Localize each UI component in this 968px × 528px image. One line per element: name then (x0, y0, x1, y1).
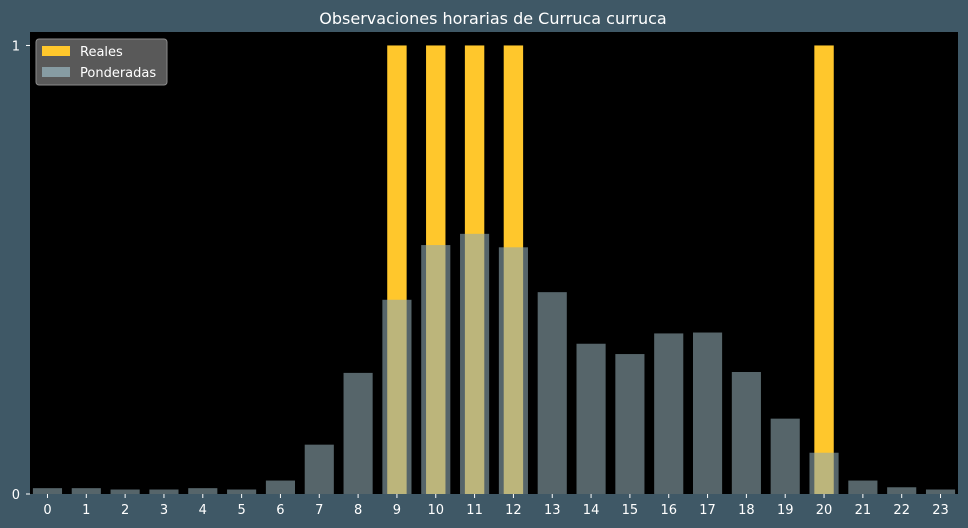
bar-ponderadas-3 (149, 489, 179, 494)
legend-swatch-ponderadas (42, 67, 70, 77)
bar-ponderadas-7 (304, 444, 334, 494)
bar-ponderadas-0 (32, 488, 63, 494)
plot-area (30, 32, 958, 494)
chart-title: Observaciones horarias de Curruca curruc… (319, 9, 666, 28)
x-tick-label-10: 10 (427, 503, 444, 518)
bar-ponderadas-19 (770, 418, 800, 494)
legend: Reales Ponderadas (35, 38, 168, 86)
bar-ponderadas-1 (71, 488, 101, 494)
bar-ponderadas-9 (382, 299, 412, 494)
bar-ponderadas-11 (460, 233, 490, 494)
x-tick-label-22: 22 (893, 503, 910, 518)
series-ponderadas (32, 233, 956, 494)
bar-ponderadas-21 (848, 480, 878, 494)
y-tick-label-0: 0 (12, 488, 20, 503)
x-tick-label-14: 14 (583, 503, 600, 518)
x-tick-label-21: 21 (855, 503, 872, 518)
bar-ponderadas-16 (654, 333, 684, 494)
bar-ponderadas-10 (421, 245, 451, 494)
x-tick-label-15: 15 (622, 503, 639, 518)
x-tick-label-18: 18 (738, 503, 755, 518)
x-tick-label-11: 11 (466, 503, 483, 518)
bar-ponderadas-17 (692, 332, 723, 494)
bar-ponderadas-18 (731, 371, 761, 494)
bar-ponderadas-14 (576, 343, 606, 494)
x-tick-label-12: 12 (505, 503, 522, 518)
bar-ponderadas-20 (809, 452, 839, 494)
x-tick-label-1: 1 (82, 503, 90, 518)
x-tick-label-8: 8 (354, 503, 362, 518)
x-tick-label-20: 20 (816, 503, 833, 518)
legend-label-ponderadas: Ponderadas (80, 66, 156, 81)
bar-ponderadas-8 (343, 372, 373, 494)
bar-ponderadas-12 (498, 247, 528, 494)
bar-ponderadas-5 (227, 489, 257, 494)
bar-ponderadas-4 (188, 488, 218, 494)
x-tick-label-3: 3 (160, 503, 168, 518)
x-tick-label-7: 7 (315, 503, 323, 518)
x-tick-label-16: 16 (660, 503, 677, 518)
x-tick-label-13: 13 (544, 503, 561, 518)
bar-ponderadas-6 (265, 480, 296, 494)
bar-ponderadas-2 (110, 489, 140, 494)
x-tick-label-0: 0 (43, 503, 51, 518)
bar-ponderadas-13 (537, 292, 567, 494)
x-tick-label-9: 9 (393, 503, 401, 518)
x-tick-label-5: 5 (237, 503, 245, 518)
bar-ponderadas-15 (615, 354, 645, 494)
bar-reales-20 (814, 45, 834, 495)
x-tick-label-6: 6 (276, 503, 284, 518)
legend-label-reales: Reales (80, 45, 123, 60)
y-tick-label-1: 1 (12, 39, 20, 54)
x-tick-label-23: 23 (932, 503, 949, 518)
bar-ponderadas-22 (887, 487, 917, 494)
x-tick-label-19: 19 (777, 503, 794, 518)
x-tick-label-4: 4 (199, 503, 207, 518)
legend-swatch-reales (42, 46, 70, 56)
x-tick-label-2: 2 (121, 503, 129, 518)
bar-ponderadas-23 (925, 489, 956, 494)
x-tick-label-17: 17 (699, 503, 716, 518)
